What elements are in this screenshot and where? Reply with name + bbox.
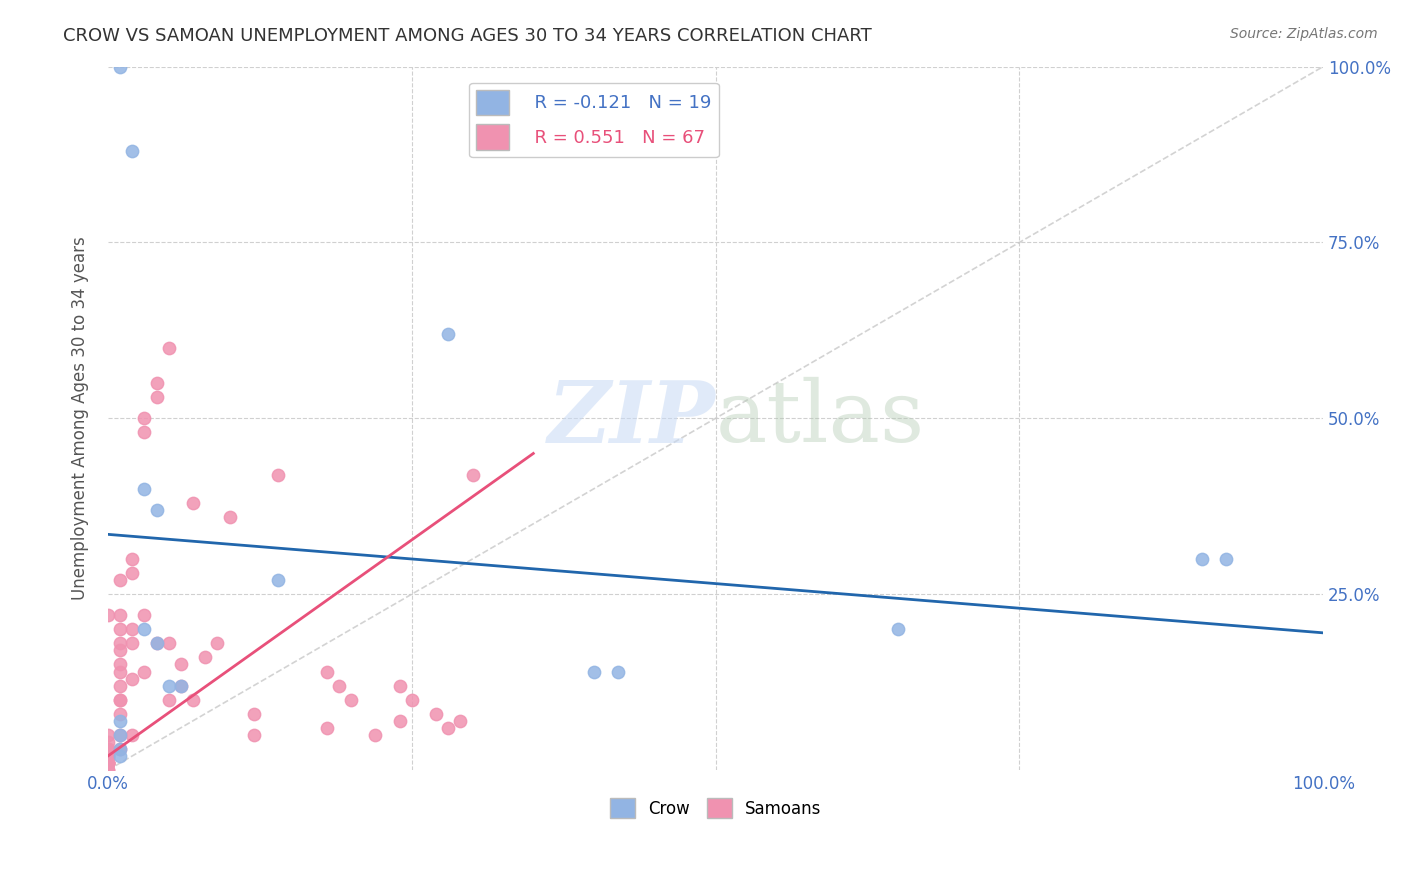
- Point: [108, 748, 131, 763]
- Point: [134, 411, 156, 425]
- Point: [388, 714, 411, 728]
- Point: [97, 756, 120, 770]
- Point: [267, 573, 290, 587]
- Point: [97, 735, 120, 749]
- Point: [97, 756, 120, 770]
- Point: [388, 679, 411, 693]
- Point: [97, 742, 120, 756]
- Point: [437, 721, 460, 735]
- Point: [364, 728, 387, 742]
- Point: [134, 665, 156, 679]
- Point: [243, 728, 266, 742]
- Point: [97, 756, 120, 770]
- Point: [134, 425, 156, 440]
- Point: [97, 756, 120, 770]
- Point: [97, 748, 120, 763]
- Point: [315, 665, 337, 679]
- Point: [108, 573, 131, 587]
- Text: CROW VS SAMOAN UNEMPLOYMENT AMONG AGES 30 TO 34 YEARS CORRELATION CHART: CROW VS SAMOAN UNEMPLOYMENT AMONG AGES 3…: [63, 27, 872, 45]
- Point: [97, 763, 120, 777]
- Point: [207, 636, 229, 650]
- Point: [145, 636, 167, 650]
- Text: atlas: atlas: [716, 376, 925, 460]
- Point: [108, 728, 131, 742]
- Point: [97, 756, 120, 770]
- Point: [181, 692, 204, 706]
- Point: [108, 657, 131, 672]
- Y-axis label: Unemployment Among Ages 30 to 34 years: Unemployment Among Ages 30 to 34 years: [72, 236, 89, 600]
- Point: [121, 636, 143, 650]
- Legend: Crow, Samoans: Crow, Samoans: [603, 791, 828, 825]
- Point: [134, 482, 156, 496]
- Point: [145, 636, 167, 650]
- Point: [425, 706, 447, 721]
- Point: [121, 552, 143, 566]
- Point: [97, 728, 120, 742]
- Point: [449, 714, 471, 728]
- Point: [170, 657, 193, 672]
- Point: [108, 623, 131, 637]
- Point: [328, 679, 350, 693]
- Point: [108, 679, 131, 693]
- Point: [181, 496, 204, 510]
- Point: [170, 679, 193, 693]
- Point: [121, 144, 143, 158]
- Point: [108, 608, 131, 623]
- Point: [1215, 552, 1237, 566]
- Point: [97, 763, 120, 777]
- Point: [267, 467, 290, 482]
- Point: [121, 728, 143, 742]
- Point: [121, 566, 143, 580]
- Point: [97, 748, 120, 763]
- Text: Source: ZipAtlas.com: Source: ZipAtlas.com: [1230, 27, 1378, 41]
- Point: [607, 665, 630, 679]
- Point: [583, 665, 606, 679]
- Point: [108, 692, 131, 706]
- Point: [461, 467, 484, 482]
- Point: [157, 679, 180, 693]
- Point: [108, 728, 131, 742]
- Point: [108, 706, 131, 721]
- Point: [134, 608, 156, 623]
- Point: [97, 608, 120, 623]
- Point: [108, 60, 131, 74]
- Point: [157, 692, 180, 706]
- Point: [121, 623, 143, 637]
- Point: [121, 672, 143, 686]
- Point: [108, 636, 131, 650]
- Point: [97, 742, 120, 756]
- Point: [340, 692, 363, 706]
- Point: [145, 376, 167, 391]
- Point: [108, 742, 131, 756]
- Point: [401, 692, 423, 706]
- Point: [887, 623, 910, 637]
- Point: [157, 636, 180, 650]
- Point: [437, 326, 460, 341]
- Point: [108, 643, 131, 657]
- Point: [108, 692, 131, 706]
- Point: [108, 665, 131, 679]
- Point: [157, 341, 180, 355]
- Point: [194, 650, 217, 665]
- Point: [108, 714, 131, 728]
- Point: [145, 390, 167, 404]
- Point: [97, 748, 120, 763]
- Point: [218, 509, 240, 524]
- Point: [315, 721, 337, 735]
- Point: [134, 623, 156, 637]
- Point: [145, 502, 167, 516]
- Point: [97, 756, 120, 770]
- Text: ZIP: ZIP: [548, 376, 716, 460]
- Point: [243, 706, 266, 721]
- Point: [170, 679, 193, 693]
- Point: [1191, 552, 1213, 566]
- Point: [108, 742, 131, 756]
